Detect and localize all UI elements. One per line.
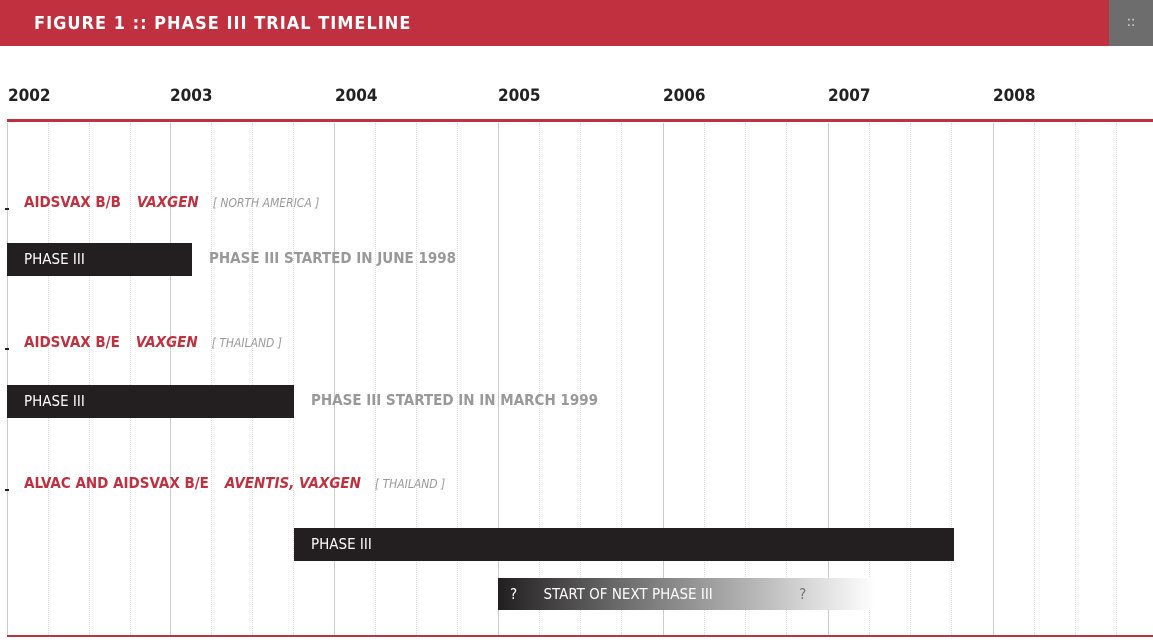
- next-phase-label: START OF NEXT PHASE III: [543, 585, 713, 603]
- row-marker: [5, 348, 9, 350]
- quarter-line: [910, 123, 911, 635]
- quarter-line: [293, 123, 294, 635]
- trial-label: ALVAC AND AIDSVAX B/E AVENTIS, VAXGEN [ TH…: [24, 474, 445, 492]
- quarter-line: [375, 123, 376, 635]
- quarter-line: [704, 123, 705, 635]
- quarter-line: [786, 123, 787, 635]
- year-line: [170, 123, 171, 635]
- trial-region: [ THAILAND ]: [211, 336, 283, 350]
- quarter-line: [869, 123, 870, 635]
- trial-name: ALVAC AND AIDSVAX B/E: [24, 474, 209, 492]
- row-marker: [5, 208, 9, 210]
- year-label: 2004: [335, 86, 378, 106]
- trial-name: AIDSVAX B/B: [24, 193, 121, 211]
- row-marker: [5, 489, 9, 491]
- header-bar: [0, 0, 1153, 46]
- quarter-line: [1034, 123, 1035, 635]
- trial-label: AIDSVAX B/E VAXGEN [ THAILAND ]: [24, 333, 282, 351]
- next-phase-bar: ? START OF NEXT PHASE III ?: [498, 578, 875, 610]
- title: FIGURE 1 :: PHASE III TRIAL TIMELINE: [34, 13, 412, 34]
- year-label: 2008: [993, 86, 1036, 106]
- quarter-line: [48, 123, 49, 635]
- quarter-line: [130, 123, 131, 635]
- next-phase-start: ?: [510, 585, 518, 603]
- quarter-line: [1116, 123, 1117, 635]
- year-line: [7, 123, 8, 635]
- trial-sponsor: AVENTIS, VAXGEN: [224, 474, 361, 492]
- trial-sponsor: VAXGEN: [136, 193, 199, 211]
- year-line: [334, 123, 335, 635]
- year-line: [498, 123, 499, 635]
- trial-region: [ NORTH AMERICA ]: [212, 196, 320, 210]
- next-phase-end: ?: [799, 585, 807, 603]
- bottom-rule: [7, 635, 1153, 637]
- trial-sponsor: VAXGEN: [135, 333, 198, 351]
- year-line: [828, 123, 829, 635]
- quarter-line: [951, 123, 952, 635]
- year-label: 2003: [170, 86, 213, 106]
- phase-note: PHASE III STARTED IN JUNE 1998: [209, 249, 457, 267]
- phase-bar: PHASE III: [7, 385, 294, 418]
- year-label: 2005: [498, 86, 541, 106]
- quarter-line: [745, 123, 746, 635]
- quarter-line: [89, 123, 90, 635]
- phase-bar: PHASE III: [7, 243, 192, 276]
- quarter-line: [621, 123, 622, 635]
- quarter-line: [1075, 123, 1076, 635]
- trial-label: AIDSVAX B/B VAXGEN [ NORTH AMERICA ]: [24, 193, 319, 211]
- year-line: [663, 123, 664, 635]
- quarter-line: [211, 123, 212, 635]
- trial-name: AIDSVAX B/E: [24, 333, 120, 351]
- quarter-line: [457, 123, 458, 635]
- phase-bar: PHASE III: [294, 528, 954, 561]
- quarter-line: [580, 123, 581, 635]
- phase-note: PHASE III STARTED IN IN MARCH 1999: [311, 391, 598, 409]
- top-rule: [7, 119, 1153, 122]
- year-label: 2006: [663, 86, 706, 106]
- quarter-line: [252, 123, 253, 635]
- year-label: 2007: [828, 86, 871, 106]
- year-line: [993, 123, 994, 635]
- quarter-line: [539, 123, 540, 635]
- quarter-line: [416, 123, 417, 635]
- trial-region: [ THAILAND ]: [374, 477, 446, 491]
- year-label: 2002: [8, 86, 51, 106]
- menu-button[interactable]: ::: [1109, 0, 1153, 46]
